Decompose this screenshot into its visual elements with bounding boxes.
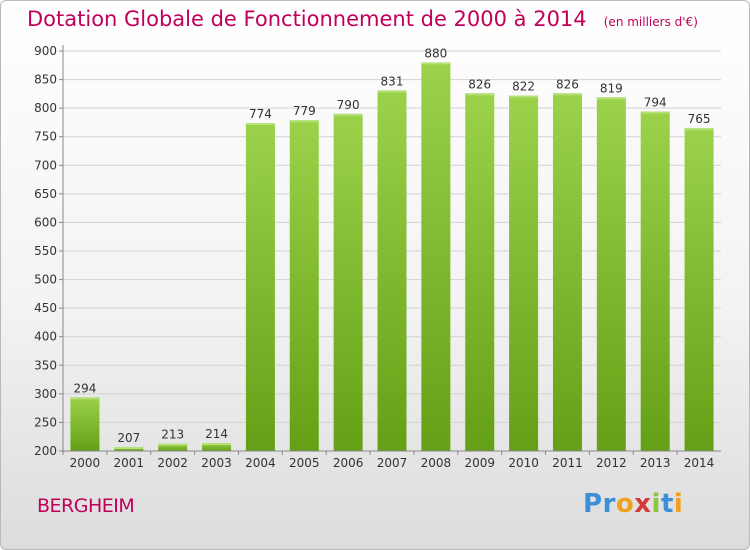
logo-letter: P	[583, 489, 603, 519]
bar-2011	[552, 93, 582, 452]
bar-2004	[245, 123, 275, 451]
bar-2005	[289, 120, 319, 452]
logo-letter: i	[673, 489, 684, 519]
y-tick-label: 650	[34, 187, 57, 201]
x-tick-label: 2002	[157, 456, 188, 470]
bar-top-highlight	[421, 62, 451, 65]
bar-value-label: 790	[337, 98, 360, 112]
y-tick-label: 600	[34, 215, 57, 229]
bar-value-label: 819	[600, 81, 623, 95]
y-tick-label: 350	[34, 358, 57, 372]
bar-top-highlight	[114, 447, 144, 449]
bar-value-label: 826	[556, 77, 579, 91]
chart-title: Dotation Globale de Fonctionnement de 20…	[27, 7, 587, 31]
x-tick-label: 2013	[640, 456, 671, 470]
x-tick-label: 2010	[508, 456, 539, 470]
bar-top-highlight	[245, 123, 275, 125]
x-tick-label: 2011	[552, 456, 583, 470]
y-tick-label: 450	[34, 301, 57, 315]
bar-2008	[421, 62, 451, 452]
x-axis-ticks: 2000 2001 2002 2003 2004 2005 2006 2007 2008 2009…	[62, 451, 715, 470]
y-tick-label: 500	[34, 273, 57, 287]
logo-letter: x	[634, 489, 652, 519]
bar-value-label: 779	[293, 104, 316, 118]
x-tick-label: 2009	[464, 456, 495, 470]
x-tick-label: 2000	[70, 456, 101, 470]
proxiti-logo: Proxiti	[583, 489, 683, 519]
bar-top-highlight	[465, 93, 495, 96]
bar-value-label: 794	[644, 96, 667, 110]
bar-2009	[465, 93, 495, 452]
y-tick-label: 800	[34, 101, 57, 115]
bar-value-label: 880	[424, 46, 447, 60]
y-tick-label: 700	[34, 158, 57, 172]
y-tick-label: 400	[34, 330, 57, 344]
bar-2014	[684, 128, 714, 451]
x-tick-label: 2003	[201, 456, 232, 470]
logo-letter: r	[602, 489, 616, 519]
y-tick-label: 750	[34, 130, 57, 144]
x-tick-label: 2007	[377, 456, 408, 470]
axes	[62, 45, 721, 452]
bar-2012	[596, 97, 626, 452]
x-tick-label: 2008	[421, 456, 452, 470]
y-tick-label: 550	[34, 244, 57, 258]
logo-letter: t	[660, 489, 674, 519]
y-tick-label: 200	[34, 444, 57, 458]
x-tick-label: 2001	[114, 456, 145, 470]
bar-top-highlight	[289, 120, 319, 123]
bar-2013	[640, 111, 670, 452]
chart-subtitle: (en milliers d'€)	[603, 15, 698, 29]
bars: 294 207 213 214 774 779 790 831 880 826 822 826 819 7…	[70, 46, 714, 452]
bar-top-highlight	[377, 90, 407, 93]
bar-top-highlight	[640, 111, 670, 114]
bar-value-label: 774	[249, 107, 272, 121]
bar-top-highlight	[202, 443, 232, 445]
bar-2006	[333, 113, 363, 451]
bar-top-highlight	[552, 93, 582, 96]
bar-2002	[158, 443, 188, 451]
commune-name: BERGHEIM	[37, 495, 135, 517]
x-tick-label: 2012	[596, 456, 627, 470]
bar-value-label: 214	[205, 427, 228, 441]
x-tick-label: 2014	[684, 456, 715, 470]
y-tick-label: 250	[34, 415, 57, 429]
bar-2007	[377, 90, 407, 451]
bar-top-highlight	[509, 95, 539, 98]
bar-value-label: 213	[161, 428, 184, 442]
y-tick-label: 850	[34, 73, 57, 87]
logo-letter: o	[615, 489, 635, 519]
bar-value-label: 207	[117, 431, 140, 445]
bar-value-label: 831	[381, 74, 404, 88]
bar-top-highlight	[70, 397, 100, 400]
logo-letter: i	[651, 489, 661, 519]
bar-value-label: 294	[73, 381, 96, 395]
title-row: Dotation Globale de Fonctionnement de 20…	[27, 7, 698, 31]
x-tick-label: 2006	[333, 456, 364, 470]
y-tick-label: 300	[34, 387, 57, 401]
bar-value-label: 822	[512, 80, 535, 94]
y-axis-ticks: 200 250 300 350 400 450 500 550 600 650 700 750 800 8…	[34, 44, 63, 458]
bar-top-highlight	[596, 97, 626, 100]
bar-value-label: 826	[468, 77, 491, 91]
bar-top-highlight	[158, 443, 188, 446]
bar-top-highlight	[684, 128, 714, 131]
bar-value-label: 765	[688, 112, 711, 126]
y-tick-label: 900	[34, 44, 57, 58]
x-tick-label: 2004	[245, 456, 276, 470]
x-tick-label: 2005	[289, 456, 320, 470]
bar-2000	[70, 397, 100, 451]
bar-2010	[509, 95, 539, 452]
bar-2003	[202, 443, 232, 451]
bar-top-highlight	[333, 113, 363, 116]
